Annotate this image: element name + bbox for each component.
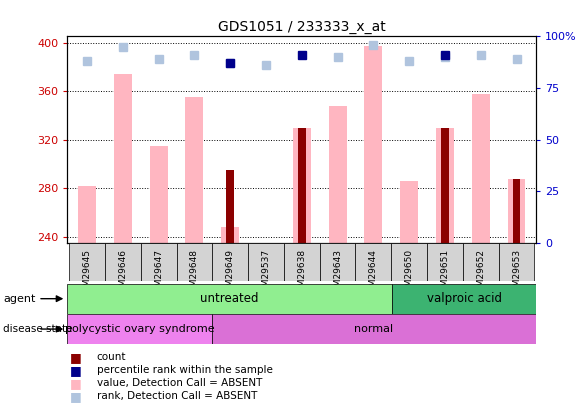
- Bar: [320, 243, 356, 281]
- Bar: [149, 146, 168, 243]
- Text: GSM29537: GSM29537: [261, 249, 271, 298]
- Text: GSM29644: GSM29644: [369, 249, 378, 298]
- Bar: [284, 243, 320, 281]
- Text: GSM29650: GSM29650: [405, 249, 414, 298]
- Text: GSM29649: GSM29649: [226, 249, 235, 298]
- Text: normal: normal: [355, 324, 393, 334]
- Bar: [507, 179, 526, 243]
- Text: polycystic ovary syndrome: polycystic ovary syndrome: [64, 324, 214, 334]
- Text: GSM29645: GSM29645: [83, 249, 91, 298]
- Text: valproic acid: valproic acid: [427, 292, 502, 305]
- Bar: [441, 128, 449, 243]
- Text: count: count: [97, 352, 126, 362]
- Bar: [212, 314, 536, 344]
- Text: ■: ■: [70, 351, 82, 364]
- Bar: [391, 243, 427, 281]
- Bar: [212, 243, 248, 281]
- Bar: [67, 284, 392, 314]
- Bar: [392, 284, 536, 314]
- Bar: [105, 243, 141, 281]
- Bar: [248, 243, 284, 281]
- Text: GSM29651: GSM29651: [441, 249, 449, 298]
- Text: GSM29646: GSM29646: [118, 249, 127, 298]
- Text: untreated: untreated: [200, 292, 259, 305]
- Bar: [472, 94, 490, 243]
- Bar: [400, 181, 418, 243]
- Bar: [293, 128, 311, 243]
- Bar: [298, 128, 306, 243]
- Text: disease state: disease state: [3, 324, 73, 334]
- Bar: [427, 243, 463, 281]
- Bar: [186, 97, 203, 243]
- Bar: [222, 227, 239, 243]
- Bar: [141, 243, 176, 281]
- Bar: [356, 243, 391, 281]
- Bar: [69, 243, 105, 281]
- Text: ■: ■: [70, 364, 82, 377]
- Bar: [78, 186, 96, 243]
- Bar: [364, 46, 382, 243]
- Bar: [67, 314, 212, 344]
- Text: GSM29652: GSM29652: [476, 249, 485, 298]
- Text: ■: ■: [70, 377, 82, 390]
- Text: GSM29653: GSM29653: [512, 249, 521, 298]
- Bar: [329, 106, 346, 243]
- Bar: [226, 170, 234, 243]
- Bar: [114, 74, 132, 243]
- Text: value, Detection Call = ABSENT: value, Detection Call = ABSENT: [97, 378, 262, 388]
- Bar: [436, 128, 454, 243]
- Text: GSM29648: GSM29648: [190, 249, 199, 298]
- Text: GSM29643: GSM29643: [333, 249, 342, 298]
- Text: GSM29638: GSM29638: [297, 249, 306, 298]
- Text: GSM29647: GSM29647: [154, 249, 163, 298]
- Bar: [176, 243, 212, 281]
- Text: percentile rank within the sample: percentile rank within the sample: [97, 365, 272, 375]
- Bar: [513, 179, 520, 243]
- Title: GDS1051 / 233333_x_at: GDS1051 / 233333_x_at: [218, 20, 386, 34]
- Bar: [463, 243, 499, 281]
- Text: rank, Detection Call = ABSENT: rank, Detection Call = ABSENT: [97, 391, 257, 401]
- Text: ■: ■: [70, 390, 82, 403]
- Bar: [499, 243, 534, 281]
- Text: agent: agent: [3, 294, 35, 304]
